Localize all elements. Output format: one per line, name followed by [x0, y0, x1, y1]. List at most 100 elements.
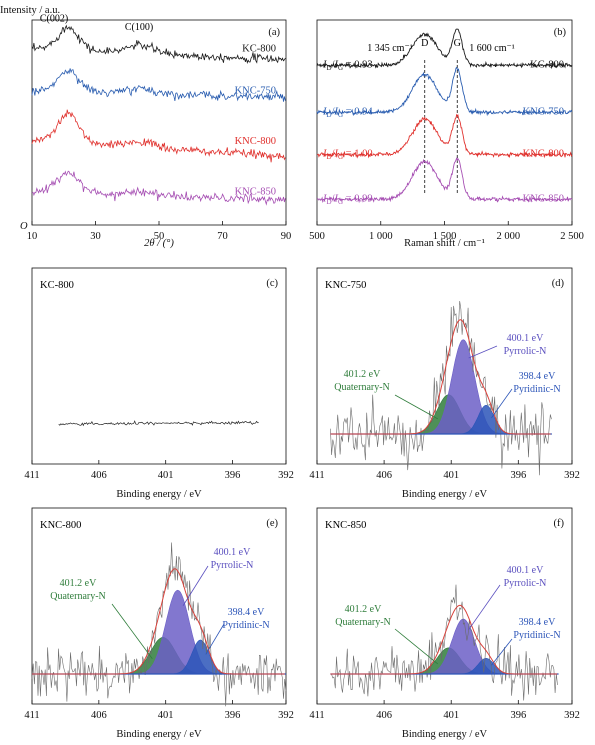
x-tick-label: 392: [278, 470, 294, 481]
panel-f-axes: [316, 507, 573, 705]
series-line: [31, 68, 286, 102]
peak-name-label: Pyrrolic-N: [211, 560, 254, 571]
peak-energy-label: 400.1 eV: [214, 547, 251, 558]
ratio-label: ID/IG = 0.99: [322, 193, 373, 206]
sample-name: KC-800: [40, 280, 74, 291]
legend-label: KNC-850: [523, 193, 564, 204]
series-line: [316, 113, 573, 159]
x-tick-label: 401: [158, 710, 174, 721]
series-line: [316, 66, 573, 117]
band-label: D: [421, 38, 428, 49]
x-tick-label: 401: [443, 710, 459, 721]
peak-energy-label: 400.1 eV: [507, 333, 544, 344]
x-tick-label: 392: [564, 710, 580, 721]
spectrum-line: [58, 420, 259, 427]
envelope-line: [32, 568, 285, 675]
panel-label: (f): [554, 518, 565, 529]
x-tick-label: 411: [309, 470, 324, 481]
panel-label: (c): [266, 278, 278, 289]
component-peak: [124, 589, 232, 675]
series-line: [31, 170, 286, 206]
x-tick-label: 10: [27, 231, 38, 242]
panel-label: (a): [268, 27, 280, 38]
x-tick-label: 406: [376, 710, 392, 721]
x-tick-label: 1 500: [433, 231, 457, 242]
legend-label: KNC-850: [235, 186, 276, 197]
x-tick-label: 406: [91, 710, 107, 721]
peak-name-label: Quaternary-N: [50, 591, 106, 602]
x-tick-label: 406: [376, 470, 392, 481]
sample-name: KNC-850: [325, 520, 366, 531]
series-line: [316, 157, 573, 204]
band-position-label: 1 600 cm⁻¹: [469, 43, 515, 54]
origin-label: O: [20, 221, 28, 232]
raw-spectrum-line: [31, 542, 287, 707]
peak-name-label: Quaternary-N: [334, 382, 390, 393]
peak-annotation: C(002): [40, 14, 68, 25]
peak-name-label: Pyridinic-N: [513, 384, 560, 395]
annotation-leader: [182, 565, 209, 606]
annotation-leader: [205, 623, 225, 655]
peak-name-label: Pyrrolic-N: [504, 346, 547, 357]
sample-name: KNC-800: [40, 520, 81, 531]
x-tick-label: 396: [510, 470, 526, 481]
raw-spectrum-line: [330, 584, 558, 701]
panel-c-axes: [31, 267, 287, 465]
peak-energy-label: 401.2 eV: [344, 369, 381, 380]
panel-d-axes: [316, 267, 573, 465]
x-tick-label: 500: [309, 231, 325, 242]
x-tick-label: 411: [24, 710, 39, 721]
peak-annotation: C(100): [125, 22, 153, 33]
x-tick-label: 411: [24, 470, 39, 481]
x-axis-label: Binding energy / eV: [402, 489, 488, 500]
envelope-line: [330, 319, 551, 435]
annotation-leader: [394, 394, 438, 420]
legend-label: KC-800: [242, 44, 276, 55]
x-tick-label: 396: [225, 710, 241, 721]
series-line: [316, 28, 573, 70]
x-tick-label: 90: [281, 231, 292, 242]
x-tick-label: 396: [225, 470, 241, 481]
band-label: G: [454, 38, 461, 49]
annotation-leader: [111, 603, 153, 659]
x-axis-label: Binding energy / eV: [402, 729, 488, 740]
ratio-label: ID/IG = 0.93: [322, 59, 373, 72]
panel-label: (b): [554, 27, 567, 38]
legend-label: KNC-800: [235, 136, 276, 147]
peak-energy-label: 400.1 eV: [507, 565, 544, 576]
panel-label: (d): [552, 278, 565, 289]
x-tick-label: 392: [564, 470, 580, 481]
x-tick-label: 396: [510, 710, 526, 721]
component-peak: [409, 618, 517, 675]
x-tick-label: 2 000: [496, 231, 520, 242]
peak-energy-label: 401.2 eV: [60, 578, 97, 589]
peak-name-label: Pyridinic-N: [222, 620, 269, 631]
x-tick-label: 50: [154, 231, 165, 242]
x-tick-label: 70: [217, 231, 228, 242]
x-tick-label: 2 500: [560, 231, 584, 242]
ratio-label: ID/IG = 0.94: [322, 106, 373, 119]
x-tick-label: 392: [278, 710, 294, 721]
legend-label: KC-800: [530, 59, 564, 70]
sample-name: KNC-750: [325, 280, 366, 291]
x-axis-label: Raman shift / cm⁻¹: [404, 238, 485, 249]
legend-label: KNC-750: [235, 86, 276, 97]
x-axis-label: Binding energy / eV: [116, 489, 202, 500]
panel-e-axes: [31, 507, 287, 705]
x-tick-label: 30: [90, 231, 101, 242]
ratio-label: ID/IG = 1.00: [322, 149, 373, 162]
peak-energy-label: 401.2 eV: [345, 604, 382, 615]
annotation-leader: [468, 345, 498, 359]
x-tick-label: 401: [443, 470, 459, 481]
x-axis-label: 2θ / (°): [144, 238, 174, 249]
annotation-leader: [468, 584, 501, 630]
peak-energy-label: 398.4 eV: [228, 607, 265, 618]
component-peak: [409, 339, 517, 435]
peak-energy-label: 398.4 eV: [519, 371, 556, 382]
legend-label: KNC-800: [523, 149, 564, 160]
peak-energy-label: 398.4 eV: [519, 617, 556, 628]
envelope-line: [330, 604, 558, 675]
x-tick-label: 401: [158, 470, 174, 481]
raw-spectrum-line: [330, 300, 552, 476]
